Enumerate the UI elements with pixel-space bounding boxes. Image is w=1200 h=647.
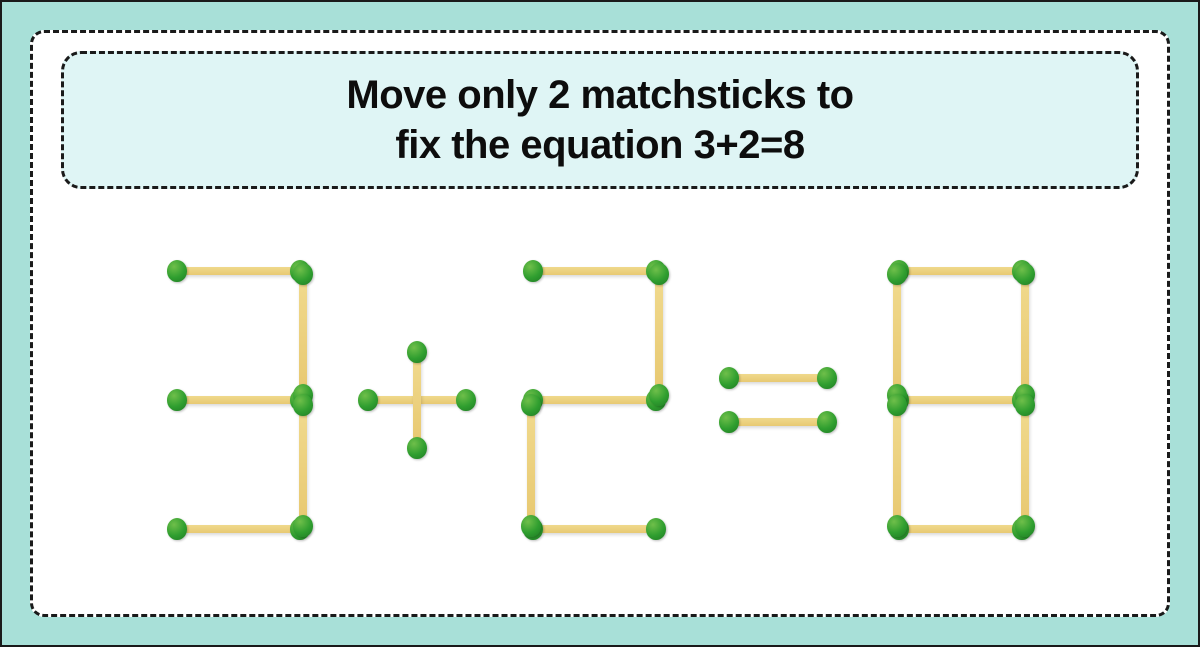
- dashed-content-box: Move only 2 matchsticks to fix the equat…: [30, 30, 1170, 617]
- matchstick: [411, 345, 423, 455]
- matchstick-equation: [61, 213, 1139, 586]
- operator-plus: [357, 340, 477, 460]
- matchstick: [891, 267, 903, 402]
- title-line-2: fix the equation 3+2=8: [88, 120, 1112, 170]
- matchstick: [171, 523, 306, 535]
- matchstick: [171, 394, 306, 406]
- digit-2: [525, 265, 665, 535]
- matchstick: [527, 394, 662, 406]
- puzzle-title-box: Move only 2 matchsticks to fix the equat…: [61, 51, 1139, 189]
- matchstick: [891, 398, 903, 533]
- matchstick: [527, 523, 662, 535]
- matchstick: [171, 265, 306, 277]
- matchstick: [893, 394, 1028, 406]
- matchstick: [527, 265, 662, 277]
- outer-frame: Move only 2 matchsticks to fix the equat…: [0, 0, 1200, 647]
- digit-8: [891, 265, 1031, 535]
- matchstick: [893, 265, 1028, 277]
- title-line-1: Move only 2 matchsticks to: [88, 70, 1112, 120]
- matchstick: [1019, 398, 1031, 533]
- matchstick: [723, 416, 833, 428]
- matchstick: [723, 372, 833, 384]
- operator-equals: [713, 360, 843, 440]
- matchstick: [1019, 267, 1031, 402]
- matchstick: [297, 398, 309, 533]
- matchstick: [525, 398, 537, 533]
- digit-3: [169, 265, 309, 535]
- matchstick: [297, 267, 309, 402]
- matchstick: [893, 523, 1028, 535]
- matchstick: [653, 267, 665, 402]
